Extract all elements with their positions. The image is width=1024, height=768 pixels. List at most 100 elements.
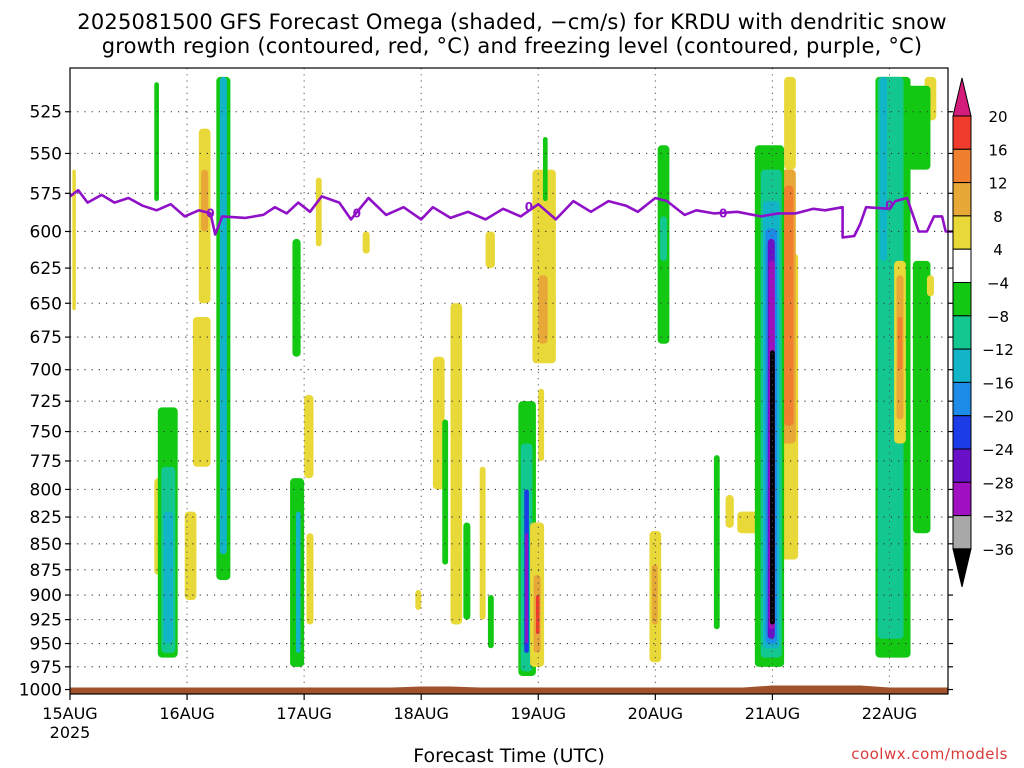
colorbar-swatch xyxy=(952,215,972,250)
omega-region xyxy=(184,511,197,601)
colorbar-label: −20 xyxy=(982,408,1014,426)
omega-region xyxy=(485,231,495,269)
y-tick-label: 800 xyxy=(30,480,62,500)
y-tick-label: 875 xyxy=(30,561,62,581)
omega-region xyxy=(432,356,445,490)
freezing-level-contour: 0 0 0 0 0 xyxy=(69,188,954,239)
y-tick-label: 625 xyxy=(30,259,62,279)
omega-region xyxy=(219,76,227,555)
omega-region xyxy=(154,82,159,202)
omega-region xyxy=(463,522,471,620)
y-tick-label: 950 xyxy=(30,635,62,655)
plot-frame xyxy=(69,67,949,695)
colorbar-label: −36 xyxy=(982,541,1014,559)
colorbar-swatch xyxy=(952,315,972,350)
y-tick-label: 750 xyxy=(30,423,62,443)
omega-region xyxy=(542,137,548,202)
x-tick-label: 21AUG xyxy=(745,704,800,723)
colorbar-swatch xyxy=(952,381,972,417)
colorbar-bottom-arrow xyxy=(952,548,972,588)
omega-region xyxy=(306,533,314,625)
omega-region xyxy=(926,275,934,297)
omega-region xyxy=(897,316,903,370)
omega-region xyxy=(538,388,545,461)
omega-region xyxy=(479,466,486,620)
colorbar-label: −4 xyxy=(987,275,1009,293)
omega-region xyxy=(450,303,463,625)
omega-region xyxy=(912,260,931,534)
omega-region xyxy=(770,350,775,625)
omega-region xyxy=(487,595,494,649)
omega-region xyxy=(651,564,658,625)
freezing-level-label: 0 xyxy=(719,206,727,220)
omega-colorbar: 20 16 12 8 4 −4 −8 −12 −16 −20 −24 −28 −32 −36 xyxy=(952,77,1014,588)
omega-region xyxy=(660,216,668,261)
colorbar-label: 8 xyxy=(993,208,1003,226)
omega-region xyxy=(201,169,209,232)
y-tick-label: 675 xyxy=(30,328,62,348)
omega-region xyxy=(295,511,301,653)
y-tick-label: 550 xyxy=(30,144,62,164)
colorbar-top-arrow xyxy=(952,77,972,117)
colorbar-label: −32 xyxy=(982,508,1014,526)
colorbar-swatch xyxy=(952,115,972,150)
freezing-level-label: 0 xyxy=(206,206,214,220)
omega-region xyxy=(315,177,322,247)
x-axis-time: 15AUG 16AUG 17AUG 18AUG 19AUG 20AUG 21AUG 22AUG… xyxy=(42,694,917,742)
y-tick-label: 600 xyxy=(30,222,62,242)
freezing-level-label: 0 xyxy=(353,206,361,220)
chart-subtitle: growth region (contoured, red, °C) and f… xyxy=(101,34,923,58)
y-tick-label: 525 xyxy=(30,103,62,123)
colorbar-swatch xyxy=(952,448,972,483)
colorbar-label: 12 xyxy=(988,175,1007,193)
x-tick-label: 18AUG xyxy=(393,704,448,723)
colorbar-label: −28 xyxy=(982,474,1014,492)
omega-region xyxy=(163,511,174,644)
x-tick-label: 16AUG xyxy=(159,704,214,723)
omega-region xyxy=(784,76,796,170)
colorbar-swatch xyxy=(952,348,972,383)
y-tick-label: 700 xyxy=(30,361,62,381)
omega-region xyxy=(525,533,528,644)
freezing-level-line xyxy=(69,188,954,239)
x-tick-label: 22AUG xyxy=(862,704,917,723)
omega-region xyxy=(362,231,370,254)
y-tick-label: 775 xyxy=(30,452,62,472)
ground-surface xyxy=(70,685,948,694)
surface-terrain xyxy=(70,685,948,694)
x-tick-label: 19AUG xyxy=(511,704,566,723)
colorbar-swatch xyxy=(952,481,972,517)
x-tick-label: 17AUG xyxy=(276,704,331,723)
freezing-level-label: 0 xyxy=(885,199,893,213)
freezing-level-label: 0 xyxy=(525,200,533,214)
colorbar-swatch xyxy=(952,415,972,450)
omega-region xyxy=(415,590,422,610)
colorbar-label: −24 xyxy=(982,441,1014,459)
colorbar-swatch xyxy=(952,182,972,217)
y-tick-label: 925 xyxy=(30,611,62,631)
omega-region xyxy=(880,76,888,261)
colorbar-label: 4 xyxy=(993,241,1003,259)
colorbar-swatch xyxy=(952,148,972,184)
colorbar-label: −8 xyxy=(987,308,1009,326)
colorbar-label: −12 xyxy=(982,341,1014,359)
colorbar-label: 16 xyxy=(988,141,1007,159)
omega-region xyxy=(442,419,449,565)
y-tick-label: 650 xyxy=(30,294,62,314)
y-tick-label: 575 xyxy=(30,184,62,204)
colorbar-label: −16 xyxy=(982,374,1014,392)
omega-region xyxy=(538,275,548,344)
y-tick-label: 825 xyxy=(30,508,62,528)
x-tick-label: 20AUG xyxy=(628,704,683,723)
x-axis-label: Forecast Time (UTC) xyxy=(413,745,605,767)
y-tick-label: 850 xyxy=(30,535,62,555)
omega-region xyxy=(713,455,720,630)
omega-region xyxy=(535,595,540,635)
grid-dotted xyxy=(70,68,948,694)
colorbar-swatch xyxy=(952,515,972,550)
x-tick-label: 15AUG xyxy=(42,704,97,723)
x-year-label: 2025 xyxy=(50,723,91,742)
colorbar-swatch xyxy=(952,248,972,283)
colorbar-swatch xyxy=(952,282,972,317)
